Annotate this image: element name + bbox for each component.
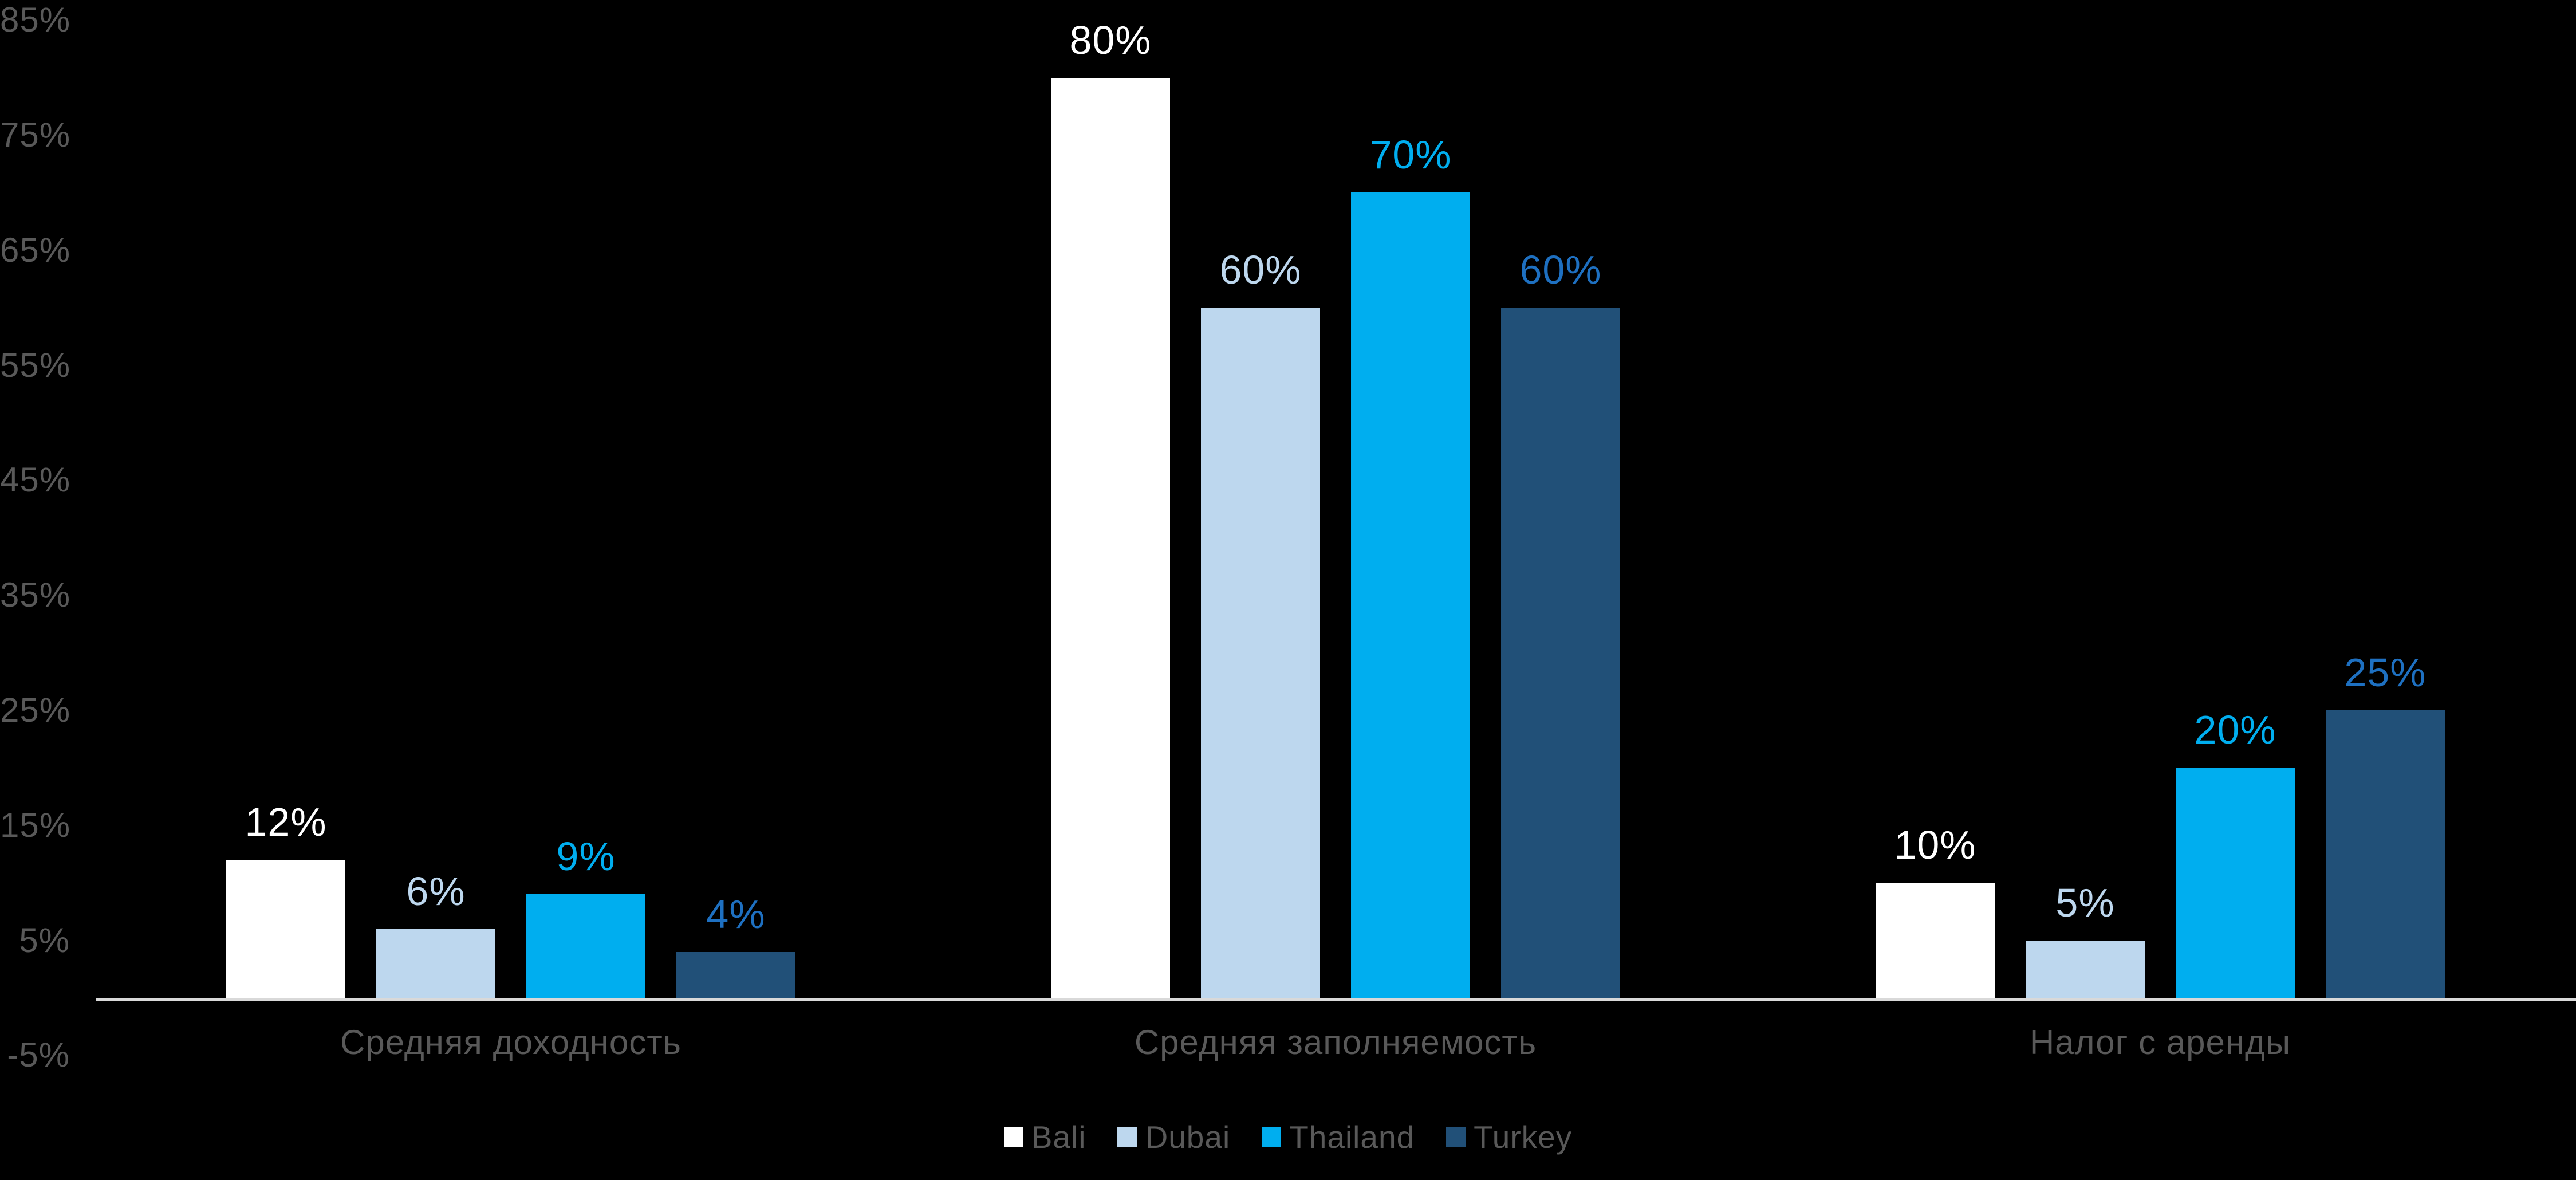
- bar-thailand-group3: [2176, 768, 2295, 998]
- bar-value-label-turkey-group3: 25%: [2344, 650, 2427, 695]
- y-axis-tick-label: 55%: [0, 345, 71, 384]
- legend-item-turkey: Turkey: [1446, 1120, 1572, 1154]
- bar-dubai-group3: [2026, 941, 2145, 998]
- bar-value-label-bali-group1: 12%: [245, 800, 327, 844]
- legend-label-thailand: Thailand: [1289, 1119, 1415, 1155]
- bar-value-label-dubai-group3: 5%: [2055, 880, 2115, 925]
- y-axis-tick-label: 25%: [0, 691, 71, 729]
- bar-dubai-group2: [1201, 308, 1320, 998]
- y-axis-tick-label: 15%: [0, 805, 71, 844]
- legend-label-bali: Bali: [1031, 1119, 1086, 1155]
- bar-value-label-dubai-group2: 60%: [1219, 247, 1302, 292]
- bar-value-label-thailand-group1: 9%: [556, 834, 616, 879]
- y-axis-tick-label: 65%: [0, 230, 71, 269]
- category-label: Средняя доходность: [340, 1023, 682, 1061]
- bar-value-label-thailand-group3: 20%: [2194, 707, 2276, 752]
- y-axis-tick-label: 35%: [0, 576, 71, 615]
- bar-turkey-group3: [2326, 710, 2445, 998]
- legend-marker-bali: [1003, 1127, 1023, 1147]
- legend-item-dubai: Dubai: [1117, 1120, 1230, 1154]
- bar-thailand-group1: [526, 894, 645, 998]
- bar-turkey-group1: [676, 952, 795, 998]
- bar-value-label-dubai-group1: 6%: [406, 869, 466, 914]
- legend-marker-thailand: [1262, 1127, 1282, 1147]
- y-axis-tick-label: -5%: [7, 1036, 70, 1075]
- legend-item-thailand: Thailand: [1262, 1120, 1415, 1154]
- legend: Bali Dubai Thailand Turkey: [0, 1117, 2576, 1157]
- y-axis-tick-label: 85%: [0, 1, 71, 40]
- legend-item-bali: Bali: [1003, 1119, 1086, 1155]
- y-axis-tick-label: 5%: [19, 921, 70, 959]
- bar-thailand-group2: [1351, 192, 1470, 998]
- legend-marker-dubai: [1117, 1127, 1137, 1147]
- bar-value-label-turkey-group2: 60%: [1519, 247, 1602, 292]
- y-axis-tick-label: 45%: [0, 461, 71, 499]
- bar-dubai-group1: [376, 929, 495, 998]
- y-axis-tick-label: 75%: [0, 116, 71, 154]
- bar-value-label-thailand-group2: 70%: [1369, 132, 1452, 177]
- bar-value-label-bali-group2: 80%: [1069, 18, 1152, 62]
- legend-label-dubai: Dubai: [1145, 1119, 1231, 1155]
- bar-value-label-turkey-group1: 4%: [706, 892, 766, 937]
- category-label: Налог с аренды: [2029, 1023, 2291, 1061]
- bar-bali-group1: [226, 860, 345, 998]
- legend-marker-turkey: [1446, 1127, 1466, 1147]
- x-axis-baseline: [96, 998, 2576, 1001]
- category-label: Средняя заполняемость: [1134, 1023, 1537, 1061]
- bar-turkey-group2: [1501, 308, 1620, 998]
- bar-bali-group2: [1051, 78, 1170, 998]
- bar-value-label-bali-group3: 10%: [1894, 823, 1976, 867]
- bar-bali-group3: [1876, 883, 1995, 998]
- legend-label-turkey: Turkey: [1474, 1119, 1573, 1155]
